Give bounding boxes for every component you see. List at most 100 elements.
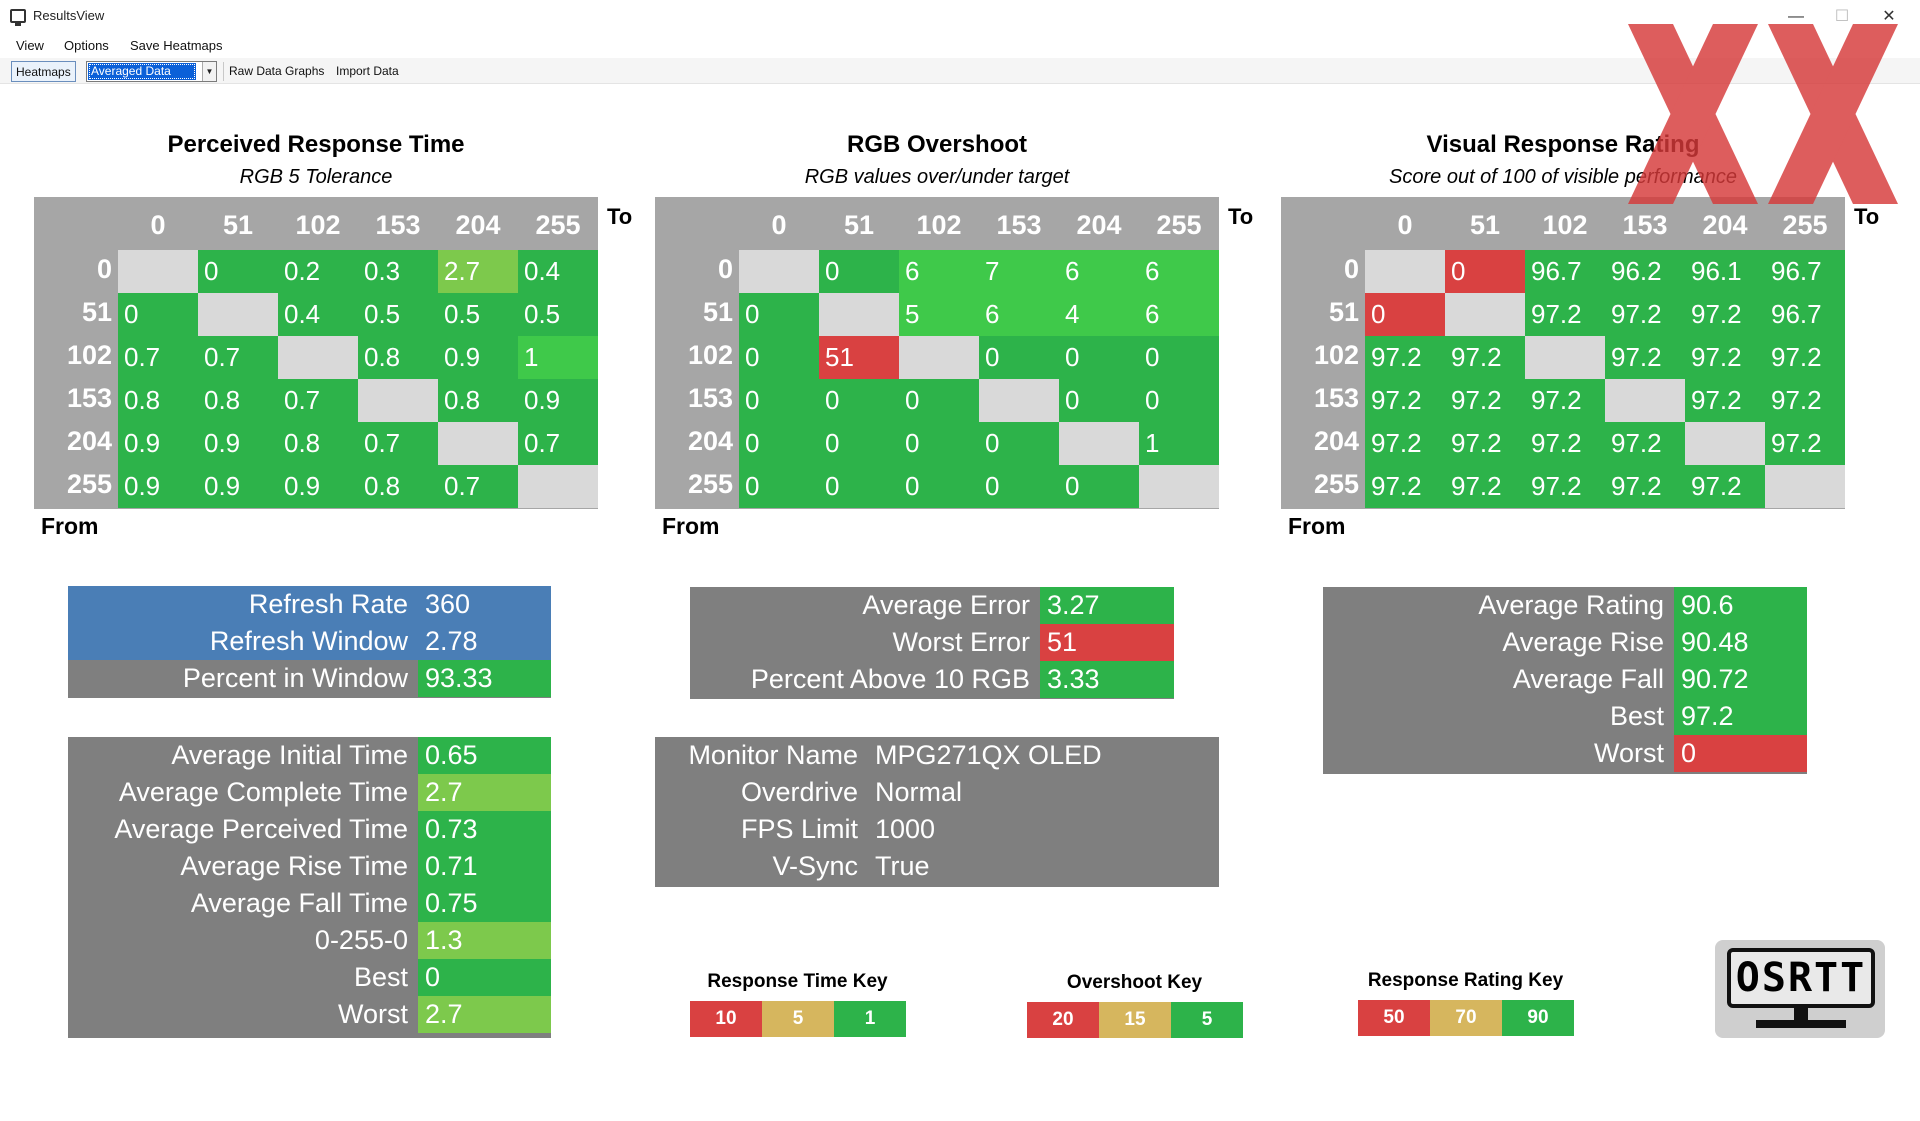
overshoot_stats-label: Average Error xyxy=(862,590,1030,620)
ovs-subtitle: RGB values over/under target xyxy=(804,166,1070,188)
minimize-button[interactable]: — xyxy=(1788,8,1804,25)
overshoot_stats-row: Percent Above 10 RGB 3.33 xyxy=(690,661,1174,698)
refresh-stats-panel: Refresh Rate 360 Refresh Window 2.78 Percent… xyxy=(68,586,551,698)
refresh-row: Refresh Rate 360 xyxy=(68,586,551,623)
heatmap-cell: 97.2 xyxy=(1605,336,1685,379)
import-data-button[interactable]: Import Data xyxy=(336,64,399,78)
heatmap-cell: 96.2 xyxy=(1605,250,1685,293)
rating_stats-row: Best 97.2 xyxy=(1323,698,1807,735)
chevron-down-icon[interactable]: ▼ xyxy=(202,62,216,81)
overshoot_stats-label: Worst Error xyxy=(892,627,1030,657)
heatmap-cell: 0.8 xyxy=(358,465,438,508)
ovs-to-label: To xyxy=(1228,204,1254,229)
timing-value: 0.71 xyxy=(418,848,551,885)
heatmap-cell: 97.2 xyxy=(1525,379,1605,422)
overshoot_stats-value: 3.33 xyxy=(1040,661,1174,698)
row-header: 153 xyxy=(687,383,733,413)
color-key-title: Response Rating Key xyxy=(1367,970,1564,991)
refresh-label: Refresh Window xyxy=(209,626,408,656)
overshoot-stats-panel: Average Error 3.27 Worst Error 51 Percent Ab… xyxy=(690,587,1174,699)
empty-heatmap-cell xyxy=(518,465,598,508)
heatmap-cell: 0 xyxy=(118,293,198,336)
heatmap-cell: 97.2 xyxy=(1365,422,1445,465)
monitor-label: Monitor Name xyxy=(688,740,858,770)
column-header: 102 xyxy=(1542,210,1588,240)
maximize-button[interactable]: ☐ xyxy=(1834,8,1850,25)
heatmap-cell: 0 xyxy=(979,465,1059,508)
row-header: 204 xyxy=(1313,426,1359,456)
heatmap-cell: 0.9 xyxy=(438,336,518,379)
vrr-heatmap-grid: 0 0 51 51 102 102 153 153 204 204 255 255 0 96.7 96.2 9… xyxy=(1281,197,1845,509)
heatmap-cell: 0.7 xyxy=(118,336,198,379)
rating_stats-label: Best xyxy=(1609,701,1664,731)
view-mode-selected[interactable]: Averaged Data xyxy=(88,63,196,80)
heatmaps-button[interactable]: Heatmaps xyxy=(11,61,76,82)
heatmap-cell: 97.2 xyxy=(1605,465,1685,508)
heatmap-cell: 0.9 xyxy=(198,422,278,465)
timing-value: 0.73 xyxy=(418,811,551,848)
monitor-row: Overdrive Normal xyxy=(655,774,1219,811)
heatmap-cell: 0 xyxy=(1365,293,1445,336)
rating_stats-row: Worst 0 xyxy=(1323,735,1807,772)
heatmap-cell: 97.2 xyxy=(1445,422,1525,465)
row-header: 51 xyxy=(702,297,733,327)
monitor-label: FPS Limit xyxy=(740,814,858,844)
timing-row: Average Perceived Time 0.73 xyxy=(68,811,551,848)
rating_stats-value: 90.6 xyxy=(1674,587,1807,624)
timing-row: 0-255-0 1.3 xyxy=(68,922,551,959)
heatmap-cell: 97.2 xyxy=(1765,422,1845,465)
heatmap-cell: 97.2 xyxy=(1685,465,1765,508)
monitor-value: True xyxy=(868,848,1219,885)
close-button[interactable]: ✕ xyxy=(1882,8,1896,25)
rating_stats-value: 90.72 xyxy=(1674,661,1807,698)
empty-heatmap-cell xyxy=(1059,422,1139,465)
rating-stats-panel: Average Rating 90.6 Average Rise 90.48 Avera… xyxy=(1323,587,1807,774)
menu-options[interactable]: Options xyxy=(64,38,109,53)
heatmap-cell: 0.2 xyxy=(278,250,358,293)
timing-label: Average Perceived Time xyxy=(114,814,408,844)
vrr-to-label: To xyxy=(1854,204,1880,229)
column-header: 204 xyxy=(1076,210,1122,240)
column-header: 204 xyxy=(1702,210,1748,240)
menu-save-heatmaps[interactable]: Save Heatmaps xyxy=(130,38,223,53)
empty-heatmap-cell xyxy=(438,422,518,465)
osrtt-logo-stand xyxy=(1794,1008,1808,1022)
heatmap-cell: 0.5 xyxy=(438,293,518,336)
raw-data-graphs-button[interactable]: Raw Data Graphs xyxy=(229,64,325,78)
row-header: 51 xyxy=(1328,297,1359,327)
title-bar xyxy=(0,0,1920,34)
color-key-cell: 90 xyxy=(1502,1000,1574,1036)
timing-stats-panel: Average Initial Time 0.65 Average Complete… xyxy=(68,737,551,1038)
menu-view[interactable]: View xyxy=(16,38,44,53)
rating_stats-value: 90.48 xyxy=(1674,624,1807,661)
heatmap-cell: 0.9 xyxy=(198,465,278,508)
heatmap-cell: 97.2 xyxy=(1365,336,1445,379)
refresh-label: Refresh Rate xyxy=(248,589,408,619)
column-header: 102 xyxy=(295,210,341,240)
heatmap-cell: 97.2 xyxy=(1685,379,1765,422)
overshoot_stats-row: Average Error 3.27 xyxy=(690,587,1174,624)
monitor-label: Overdrive xyxy=(740,777,858,807)
heatmap-cell: 0 xyxy=(819,250,899,293)
osrtt-logo-base xyxy=(1756,1020,1846,1028)
heatmap-cell: 0.9 xyxy=(118,422,198,465)
timing-row: Best 0 xyxy=(68,959,551,996)
heatmap-cell: 0 xyxy=(899,422,979,465)
prt-title: Perceived Response Time xyxy=(167,131,465,158)
timing-label: Best xyxy=(353,962,408,992)
heatmap-cell: 97.2 xyxy=(1525,422,1605,465)
timing-value: 0.65 xyxy=(418,737,551,774)
toolbar xyxy=(0,58,1920,84)
heatmap-cell: 0.7 xyxy=(198,336,278,379)
prt-subtitle: RGB 5 Tolerance xyxy=(239,166,393,188)
monitor-row: Monitor Name MPG271QX OLED xyxy=(655,737,1219,774)
heatmap-cell: 96.7 xyxy=(1765,250,1845,293)
rating_stats-row: Average Fall 90.72 xyxy=(1323,661,1807,698)
overshoot_stats-row: Worst Error 51 xyxy=(690,624,1174,661)
column-header: 153 xyxy=(1622,210,1668,240)
menu-bar xyxy=(0,34,1920,58)
empty-heatmap-cell xyxy=(358,379,438,422)
heatmap-cell: 0 xyxy=(739,422,819,465)
heatmap-cell: 97.2 xyxy=(1365,465,1445,508)
monitor-value: MPG271QX OLED xyxy=(868,737,1219,774)
